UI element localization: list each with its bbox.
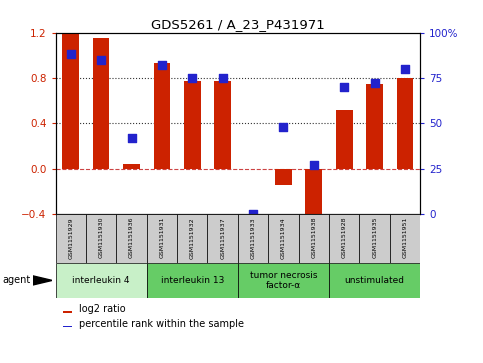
Point xyxy=(249,211,257,217)
Text: percentile rank within the sample: percentile rank within the sample xyxy=(79,319,244,329)
Point xyxy=(310,162,318,168)
Point xyxy=(401,66,409,72)
Bar xyxy=(329,263,420,298)
Text: GSM1151938: GSM1151938 xyxy=(312,217,316,258)
Point xyxy=(219,75,227,81)
Title: GDS5261 / A_23_P431971: GDS5261 / A_23_P431971 xyxy=(151,19,325,32)
Bar xyxy=(305,169,322,223)
Bar xyxy=(123,164,140,169)
Bar xyxy=(86,214,116,263)
Bar xyxy=(147,263,238,298)
Point xyxy=(341,84,348,90)
Bar xyxy=(154,63,170,169)
Text: GSM1151937: GSM1151937 xyxy=(220,217,225,258)
Bar xyxy=(62,33,79,169)
Text: GSM1151931: GSM1151931 xyxy=(159,217,164,258)
Point xyxy=(158,62,166,68)
Text: GSM1151930: GSM1151930 xyxy=(99,217,104,258)
Text: log2 ratio: log2 ratio xyxy=(79,304,126,314)
Bar xyxy=(63,326,72,327)
Text: GSM1151933: GSM1151933 xyxy=(251,217,256,258)
Point xyxy=(188,75,196,81)
Bar xyxy=(298,214,329,263)
Text: unstimulated: unstimulated xyxy=(345,276,405,285)
Text: GSM1151935: GSM1151935 xyxy=(372,217,377,258)
Bar xyxy=(238,214,268,263)
Point xyxy=(280,124,287,130)
Text: GSM1151932: GSM1151932 xyxy=(190,217,195,258)
Bar xyxy=(359,214,390,263)
Bar xyxy=(116,214,147,263)
Point xyxy=(371,81,379,86)
Bar xyxy=(366,84,383,169)
Bar xyxy=(329,214,359,263)
Bar xyxy=(93,38,110,169)
Bar xyxy=(63,311,72,313)
Bar xyxy=(208,214,238,263)
Text: interleukin 4: interleukin 4 xyxy=(72,276,130,285)
Point xyxy=(128,135,135,141)
Text: GSM1151951: GSM1151951 xyxy=(402,217,408,258)
Bar xyxy=(56,214,86,263)
Bar xyxy=(214,81,231,169)
Bar xyxy=(336,110,353,169)
Text: GSM1151929: GSM1151929 xyxy=(68,217,73,258)
Bar xyxy=(184,81,200,169)
Text: GSM1151934: GSM1151934 xyxy=(281,217,286,258)
Polygon shape xyxy=(33,276,52,285)
Text: agent: agent xyxy=(2,276,30,285)
Point xyxy=(97,57,105,63)
Point xyxy=(67,52,74,57)
Bar xyxy=(275,169,292,185)
Text: interleukin 13: interleukin 13 xyxy=(161,276,224,285)
Text: GSM1151928: GSM1151928 xyxy=(342,217,347,258)
Text: tumor necrosis
factor-α: tumor necrosis factor-α xyxy=(250,271,317,290)
Bar xyxy=(56,263,147,298)
Bar xyxy=(390,214,420,263)
Bar xyxy=(238,263,329,298)
Text: GSM1151936: GSM1151936 xyxy=(129,217,134,258)
Bar xyxy=(397,78,413,169)
Bar xyxy=(177,214,208,263)
Bar xyxy=(268,214,298,263)
Bar xyxy=(147,214,177,263)
